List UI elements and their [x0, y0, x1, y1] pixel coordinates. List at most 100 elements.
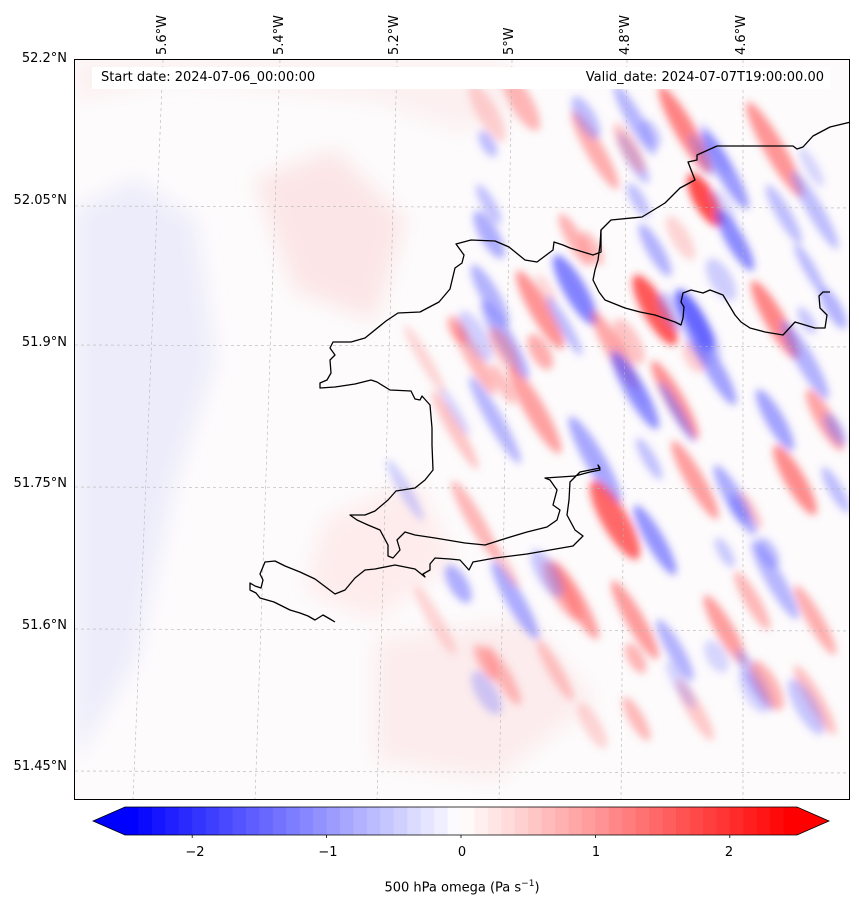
omega-blob	[546, 295, 583, 356]
omega-band	[491, 560, 539, 640]
omega-blob	[665, 660, 696, 709]
colorbar-segment	[205, 807, 220, 835]
omega-blob	[626, 183, 650, 218]
omega-band	[568, 416, 622, 504]
colorbar-segment	[622, 807, 637, 835]
omega-blob	[530, 549, 564, 598]
omega-blob	[636, 438, 663, 480]
colorbar-segment	[649, 807, 664, 835]
omega-band	[451, 480, 499, 560]
omega-band	[571, 110, 619, 190]
omega-blob	[787, 678, 825, 735]
colorbar-segment	[286, 807, 301, 835]
colorbar-segment	[340, 807, 355, 835]
colorbar-segment	[743, 807, 758, 835]
omega-band	[791, 170, 839, 250]
map-plot-area	[74, 59, 850, 800]
colorbar-segment	[528, 807, 543, 835]
omega-blob	[734, 571, 771, 630]
colorbar-segment	[299, 807, 314, 835]
omega-blob	[491, 543, 520, 589]
omega-blob	[613, 123, 646, 174]
valid-date-label: Valid_date: 2024-07-07T19:00:00.00	[585, 70, 824, 85]
lat-label-51-45: 51.45°N	[13, 759, 67, 774]
lon-label-5: 5°W	[502, 27, 517, 55]
omega-blob	[714, 537, 735, 568]
omega-band	[703, 595, 747, 665]
colorbar-segment	[474, 807, 489, 835]
omega-blob	[794, 243, 826, 296]
omega-blob	[756, 537, 780, 569]
colorbar-outline	[92, 806, 830, 836]
omega-blob	[471, 671, 502, 715]
omega-band	[671, 440, 719, 520]
omega-blob	[613, 318, 645, 365]
lat-label-51-75: 51.75°N	[13, 476, 67, 491]
colorbar-tick-label: 2	[724, 845, 734, 860]
colorbar-segment	[259, 807, 274, 835]
colorbar-tick-label: 1	[591, 845, 601, 860]
lat-label-51-6: 51.6°N	[21, 618, 67, 633]
omega-blob	[688, 133, 716, 177]
omega-blob	[699, 123, 731, 175]
colorbar	[92, 806, 830, 838]
colorbar-segment	[420, 807, 435, 835]
coastline	[249, 121, 849, 623]
date-info-box	[92, 67, 830, 89]
omega-blob	[527, 334, 554, 370]
omega-blob	[640, 119, 661, 148]
colorbar-segment	[555, 807, 570, 835]
colorbar-label-end: )	[534, 880, 540, 896]
lon-label-4-6: 4.6°W	[734, 14, 749, 55]
omega-band	[558, 213, 592, 267]
map-canvas	[75, 60, 849, 799]
colorbar-segment	[326, 807, 341, 835]
colorbar-segment	[676, 807, 691, 835]
omega-blob	[704, 640, 729, 673]
omega-band	[715, 209, 755, 271]
colorbar-segment	[689, 807, 704, 835]
omega-blob	[617, 354, 650, 408]
colorbar-segment	[595, 807, 610, 835]
colorbar-segment	[125, 807, 140, 835]
omega-blob	[738, 670, 769, 713]
omega-band	[687, 173, 723, 227]
omega-blob	[440, 387, 470, 436]
colorbar-segment	[393, 807, 408, 835]
colorbar-segment	[756, 807, 771, 835]
omega-blob	[490, 363, 516, 405]
colorbar-min-extend	[93, 807, 125, 835]
omega-blob	[475, 184, 502, 225]
colorbar-segment	[608, 807, 623, 835]
colorbar-segment	[353, 807, 368, 835]
colorbar-segment	[219, 807, 234, 835]
lat-label-52-05: 52.05°N	[13, 193, 67, 208]
colorbar-segment	[138, 807, 153, 835]
omega-wave-bands	[386, 73, 849, 749]
colorbar-segment	[245, 807, 260, 835]
omega-band	[638, 223, 672, 277]
colorbar-segment	[434, 807, 449, 835]
omega-blob	[458, 310, 493, 362]
omega-band	[611, 580, 659, 660]
omega-band	[755, 389, 795, 451]
lon-label-5-2: 5.2°W	[387, 14, 402, 55]
omega-blob	[536, 273, 557, 306]
omega-blob	[797, 307, 817, 334]
omega-band	[404, 325, 446, 395]
colorbar-segment	[407, 807, 422, 835]
colorbar-segment	[178, 807, 193, 835]
colorbar-segment	[487, 807, 502, 835]
lon-label-5-4: 5.4°W	[272, 14, 287, 55]
omega-blob	[624, 643, 647, 674]
omega-blob	[622, 697, 651, 741]
colorbar-segment	[514, 807, 529, 835]
omega-band	[793, 585, 837, 655]
omega-blob	[765, 184, 802, 244]
omega-blob	[682, 341, 706, 373]
colorbar-tick-label: −1	[318, 845, 338, 860]
colorbar-label-text: 500 hPa omega (Pa s	[384, 880, 522, 896]
omega-blob	[468, 84, 506, 143]
colorbar-segment	[447, 807, 462, 835]
omega-blob	[478, 130, 498, 157]
